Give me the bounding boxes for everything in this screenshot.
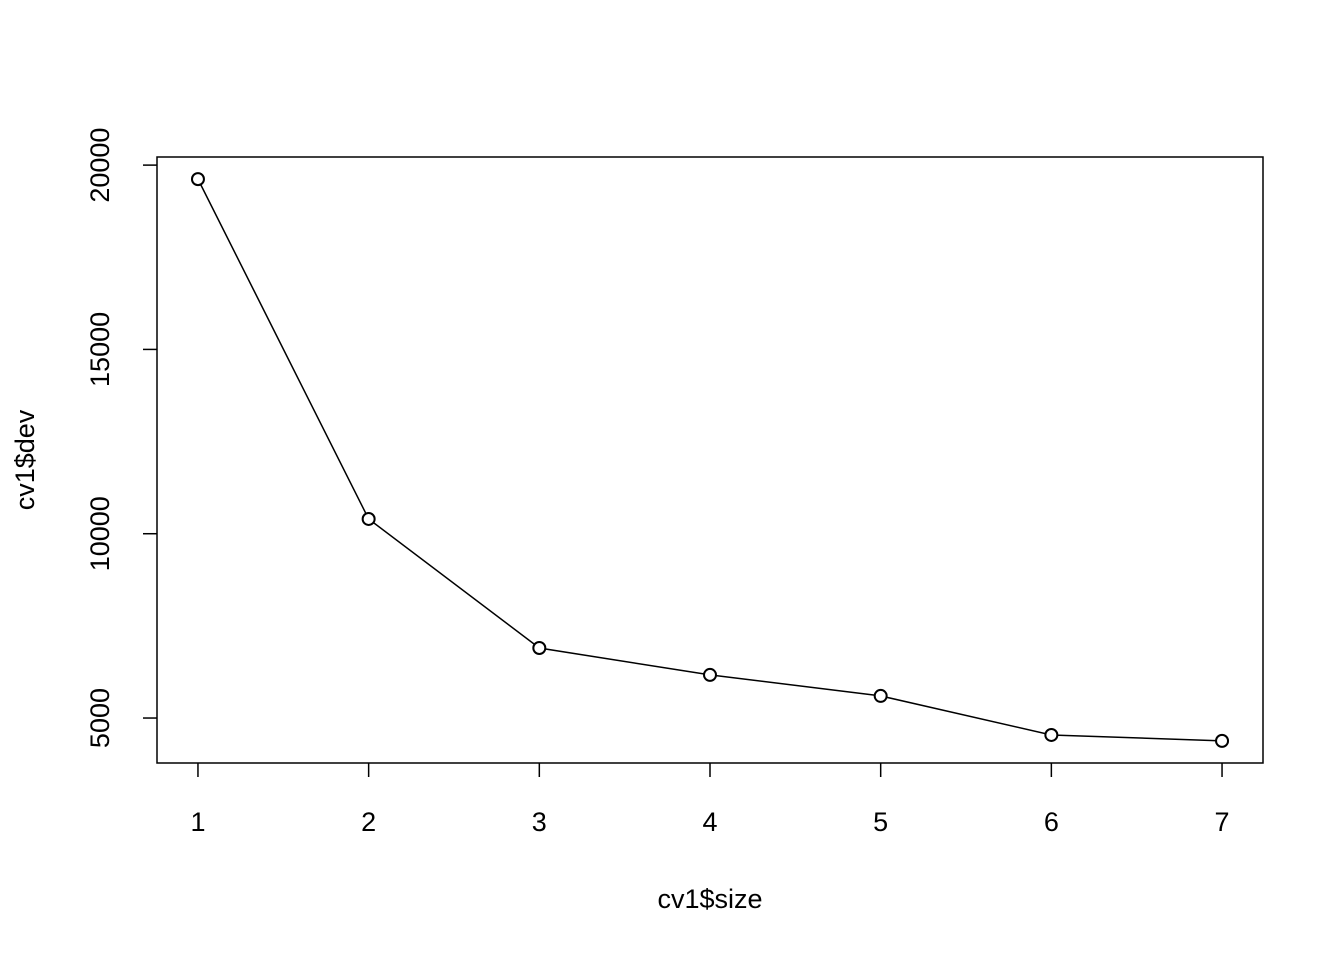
- y-tick-label: 15000: [85, 312, 115, 387]
- y-tick-label: 10000: [85, 496, 115, 571]
- point: [361, 511, 376, 526]
- point: [1215, 733, 1230, 748]
- point: [873, 688, 888, 703]
- point: [703, 667, 717, 682]
- x-tick-label: 2: [361, 807, 376, 837]
- point: [532, 640, 547, 655]
- x-tick-label: 1: [190, 807, 205, 837]
- x-axis-label: cv1$size: [657, 884, 762, 914]
- y-tick-label: 20000: [85, 128, 115, 203]
- point: [190, 172, 205, 187]
- line: [197, 178, 1223, 742]
- x-tick-label: 4: [702, 807, 717, 837]
- y-axis-label: cv1$dev: [10, 409, 40, 510]
- point: [1044, 727, 1059, 742]
- y-tick-label: 5000: [85, 688, 115, 748]
- x-tick-label: 6: [1044, 807, 1059, 837]
- x-tick-label: 7: [1215, 807, 1230, 837]
- x-tick-label: 5: [873, 807, 888, 837]
- x-tick-label: 3: [532, 807, 547, 837]
